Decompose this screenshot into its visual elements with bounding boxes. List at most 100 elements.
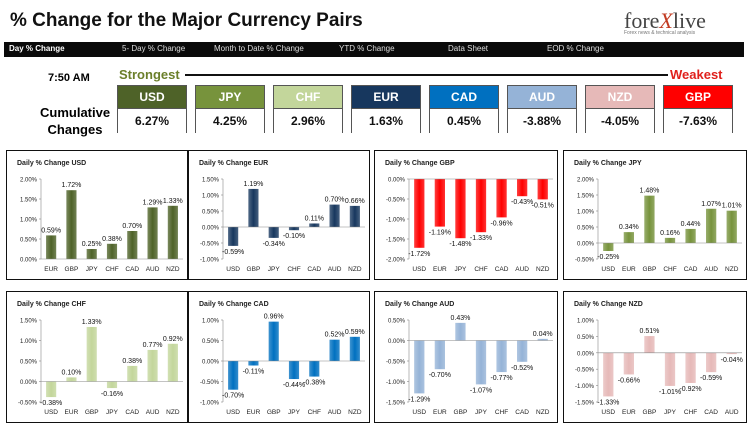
data-label: -0.59% — [700, 375, 722, 382]
data-label: -0.52% — [511, 365, 533, 372]
chart-title: Daily % Change AUD — [385, 301, 454, 308]
chart-title: Daily % Change CAD — [199, 301, 269, 308]
chart-title: Daily % Change CHF — [17, 301, 87, 308]
y-tick-label: -0.50% — [575, 368, 595, 374]
y-tick-label: 1.50% — [20, 319, 38, 325]
data-label: 0.38% — [122, 358, 142, 365]
page-title: % Change for the Major Currency Pairs — [10, 10, 363, 31]
tile-cad: CAD 0.45% — [429, 85, 499, 133]
tile-currency: CAD — [430, 86, 498, 108]
y-tick-label: 0.50% — [388, 319, 406, 325]
data-label: -1.29% — [408, 396, 430, 403]
x-tick-label: CAD — [125, 266, 139, 273]
y-tick-label: 0.50% — [20, 360, 38, 366]
x-tick-label: GBP — [65, 266, 79, 273]
chart-panel-aud: Daily % Change AUD -1.50% -1.00% -0.50% 0.00… — [374, 291, 558, 423]
chart-title: Daily % Change GBP — [385, 160, 455, 167]
y-tick-label: 1.50% — [20, 198, 38, 204]
data-label: -1.72% — [408, 251, 430, 258]
x-tick-label: AUD — [146, 409, 160, 416]
header: % Change for the Major Currency Pairs fo… — [0, 0, 750, 42]
forexlive-logo[interactable]: foreXlive — [624, 8, 706, 34]
x-tick-label: AUD — [146, 266, 160, 273]
tile-nzd: NZD -4.05% — [585, 85, 655, 133]
bar-nzd — [167, 205, 178, 259]
bar-gbp — [268, 321, 279, 361]
data-label: -1.48% — [449, 241, 471, 248]
x-tick-label: CHF — [474, 266, 487, 273]
x-tick-label: EUR — [433, 266, 447, 273]
bar-usd — [414, 179, 425, 248]
data-label: 0.10% — [61, 369, 81, 376]
x-tick-label: AUD — [725, 409, 739, 416]
bar-nzd — [349, 336, 360, 361]
x-tick-label: NZD — [536, 409, 550, 416]
x-tick-label: GBP — [643, 266, 657, 273]
data-label: -0.34% — [263, 241, 285, 248]
data-label: -0.96% — [490, 220, 512, 227]
data-label: -0.38% — [40, 400, 62, 407]
y-tick-label: 1.00% — [577, 210, 595, 216]
chart-title: Daily % Change EUR — [199, 160, 268, 167]
x-tick-label: EUR — [44, 266, 58, 273]
x-tick-label: JPY — [288, 409, 301, 416]
data-label: -1.19% — [429, 230, 451, 237]
tile-currency: GBP — [664, 86, 732, 108]
chart-panel-gbp: Daily % Change GBP -2.00% -1.50% -1.00% -0.5… — [374, 150, 558, 280]
data-label: -0.70% — [429, 372, 451, 379]
y-tick-label: -0.50% — [18, 401, 38, 407]
data-label: -0.10% — [283, 233, 305, 240]
x-tick-label: JPY — [454, 266, 467, 273]
data-label: -0.51% — [532, 202, 554, 209]
tile-currency: EUR — [352, 86, 420, 108]
x-tick-label: USD — [412, 266, 426, 273]
y-tick-label: 2.00% — [20, 178, 38, 184]
timestamp: 7:50 AM — [48, 72, 90, 84]
bar-gbp — [86, 326, 97, 382]
bar-eur — [623, 232, 634, 243]
tab-data-sheet[interactable]: Data Sheet — [448, 44, 489, 53]
logo-tagline: Forex news & technical analysis — [624, 30, 696, 36]
data-label: 0.43% — [450, 315, 470, 322]
y-tick-label: 2.00% — [577, 178, 595, 184]
x-tick-label: CAD — [684, 266, 698, 273]
tab-ytd-change[interactable]: YTD % Change — [339, 44, 395, 53]
cumulative-changes-label: Cumulative Changes — [40, 104, 110, 138]
x-tick-label: AUD — [515, 266, 529, 273]
bar-nzd — [537, 179, 548, 200]
bar-eur — [248, 361, 259, 366]
bar-cad — [706, 352, 717, 373]
bar-usd — [46, 381, 57, 398]
x-tick-label: JPY — [664, 409, 677, 416]
y-tick-label: 0.50% — [202, 210, 220, 216]
tile-value: 6.27% — [118, 108, 186, 133]
data-label: 0.16% — [660, 230, 680, 237]
data-label: -0.66% — [618, 377, 640, 384]
y-tick-label: -1.50% — [386, 238, 406, 244]
tile-value: -7.63% — [664, 108, 732, 133]
bar-cad — [127, 365, 138, 382]
y-tick-label: 1.50% — [577, 194, 595, 200]
x-tick-label: EUR — [622, 266, 636, 273]
data-label: -0.59% — [222, 249, 244, 256]
data-label: 0.34% — [619, 224, 639, 231]
y-tick-label: 0.00% — [20, 258, 38, 264]
x-tick-label: JPY — [86, 266, 99, 273]
tab-day-change[interactable]: Day % Change — [9, 44, 65, 53]
data-label: 0.44% — [681, 221, 701, 228]
x-tick-label: GBP — [454, 409, 468, 416]
x-tick-label: CHF — [495, 409, 508, 416]
data-label: -1.07% — [470, 387, 492, 394]
chart-cad: Daily % Change CAD -1.00% -0.50% 0.00% 0.50%… — [199, 301, 365, 416]
tile-aud: AUD -3.88% — [507, 85, 577, 133]
x-tick-label: USD — [226, 266, 240, 273]
tab-5-day-change[interactable]: 5- Day % Change — [122, 44, 186, 53]
x-tick-label: GBP — [267, 409, 281, 416]
y-tick-label: -0.50% — [200, 380, 220, 386]
y-tick-label: -1.00% — [386, 218, 406, 224]
tab-eod-change[interactable]: EOD % Change — [547, 44, 604, 53]
bar-chf — [685, 352, 696, 383]
tab-month-to-date-change[interactable]: Month to Date % Change — [214, 44, 304, 53]
chart-eur: Daily % Change EUR -1.00% -0.50% 0.00% 0.50%… — [199, 160, 365, 273]
data-label: 1.29% — [143, 199, 163, 206]
